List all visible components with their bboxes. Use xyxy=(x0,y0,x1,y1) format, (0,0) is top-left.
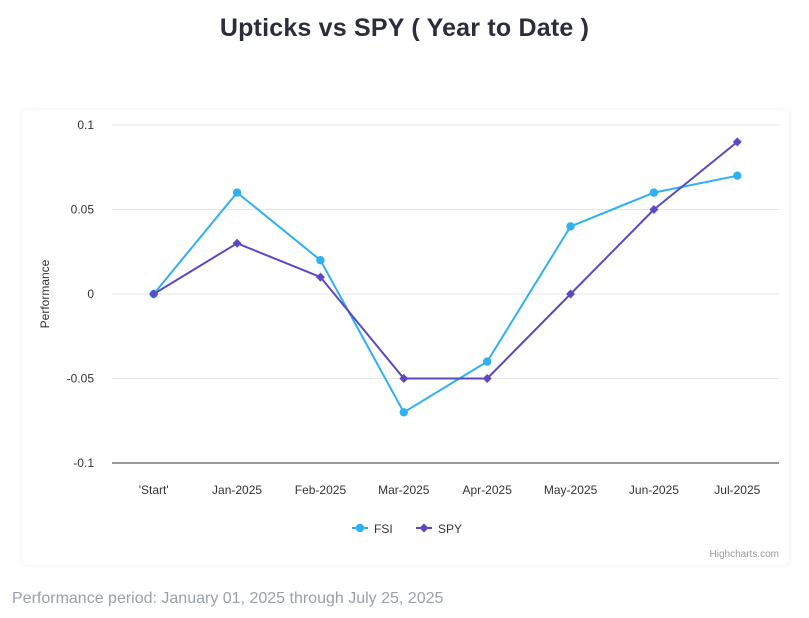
data-point-fsi[interactable] xyxy=(232,188,242,197)
x-tick-label: Jul-2025 xyxy=(714,483,760,497)
legend-label-spy: SPY xyxy=(438,522,462,536)
x-tick-label: 'Start' xyxy=(139,483,169,497)
performance-period-note: Performance period: January 01, 2025 thr… xyxy=(12,590,444,607)
data-point-fsi[interactable] xyxy=(482,357,492,366)
x-tick-label: Jan-2025 xyxy=(212,483,262,497)
x-tick-label: Feb-2025 xyxy=(295,483,347,497)
x-tick-label: Mar-2025 xyxy=(378,483,430,497)
series-group xyxy=(149,137,742,417)
legend-symbol-spy[interactable] xyxy=(419,523,429,533)
legend-symbol-fsi[interactable] xyxy=(355,523,365,533)
series-line-fsi xyxy=(152,174,738,414)
series-line-spy xyxy=(153,141,738,380)
data-point-spy[interactable] xyxy=(399,374,409,383)
y-axis-ticks: 0.1 0.05 0 -0.05 -0.1 xyxy=(67,118,95,470)
data-point-spy[interactable] xyxy=(566,289,576,299)
y-tick-label: 0.1 xyxy=(77,118,94,132)
series-spy xyxy=(149,137,742,383)
y-tick-label: -0.05 xyxy=(67,372,95,386)
data-point-spy[interactable] xyxy=(315,272,325,282)
data-point-spy[interactable] xyxy=(149,289,159,299)
legend-item-spy[interactable]: SPY xyxy=(416,522,462,536)
data-point-spy[interactable] xyxy=(649,205,659,214)
y-tick-label: -0.1 xyxy=(73,456,94,470)
data-point-fsi[interactable] xyxy=(649,188,659,197)
data-point-fsi[interactable] xyxy=(733,171,742,180)
y-tick-label: 0.05 xyxy=(71,203,95,217)
legend-item-fsi[interactable]: FSI xyxy=(352,522,393,536)
y-axis-title: Performance xyxy=(38,259,52,328)
x-tick-label: May-2025 xyxy=(544,483,598,497)
series-fsi xyxy=(149,171,742,417)
legend-label-fsi: FSI xyxy=(374,522,393,536)
x-tick-label: Jun-2025 xyxy=(629,483,679,497)
data-point-fsi[interactable] xyxy=(566,222,575,231)
x-axis-ticks: 'Start' Jan-2025 Feb-2025 Mar-2025 Apr-2025 M… xyxy=(139,483,761,497)
data-point-fsi[interactable] xyxy=(399,408,409,417)
data-point-spy[interactable] xyxy=(482,374,492,383)
y-tick-label: 0 xyxy=(87,287,94,301)
credits-link[interactable]: Highcharts.com xyxy=(710,549,779,560)
data-point-fsi[interactable] xyxy=(316,256,325,265)
data-point-spy[interactable] xyxy=(232,238,242,248)
x-tick-label: Apr-2025 xyxy=(463,483,513,497)
chart-card: 0.1 0.05 0 -0.05 -0.1 'Start' Jan-2025 Feb-202… xyxy=(22,110,789,565)
page-title: Upticks vs SPY ( Year to Date ) xyxy=(219,14,590,42)
line-chart: 0.1 0.05 0 -0.05 -0.1 'Start' Jan-2025 Feb-202… xyxy=(38,118,779,560)
grid-lines xyxy=(112,124,779,379)
data-point-spy[interactable] xyxy=(732,137,742,147)
legend[interactable]: FSI SPY xyxy=(352,522,462,536)
